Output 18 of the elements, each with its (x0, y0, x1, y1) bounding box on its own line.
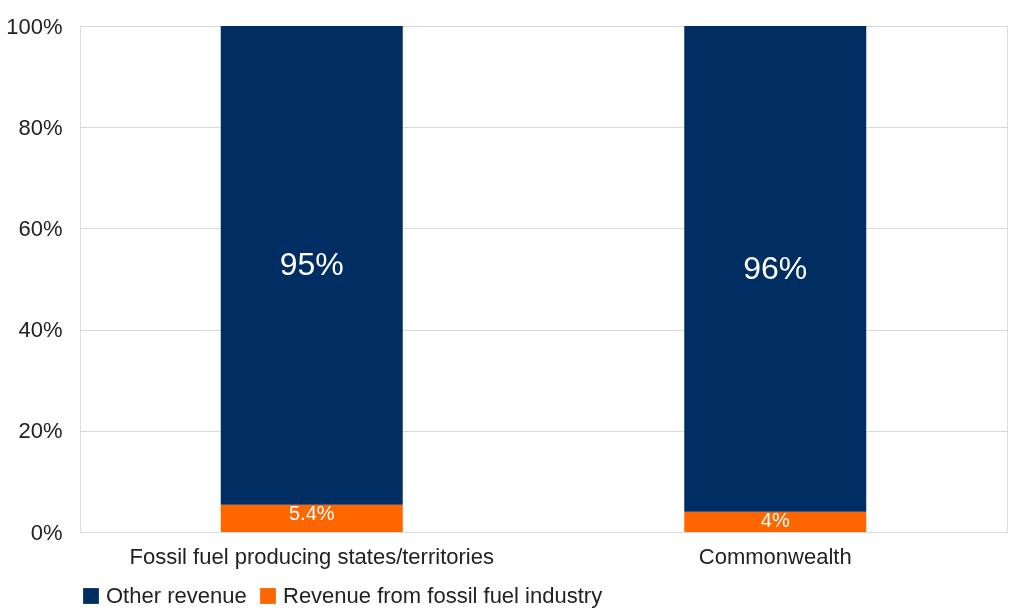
y-tick-label: 0% (30, 519, 63, 545)
y-tick-label: 20% (18, 418, 63, 444)
y-tick-label: 80% (18, 114, 63, 140)
y-tick-label: 100% (6, 13, 63, 39)
data-label: 95% (279, 246, 344, 283)
bar (684, 511, 867, 532)
y-tick-label: 40% (18, 317, 63, 343)
x-tick-label: Commonwealth (698, 543, 852, 569)
y-tick-label: 60% (18, 215, 63, 241)
bar (220, 504, 403, 532)
data-label: 4% (760, 508, 790, 531)
data-label: 96% (743, 249, 808, 286)
legend-label: Revenue from fossil fuel industry (283, 583, 603, 608)
bar (220, 26, 403, 505)
legend-label: Other revenue (106, 583, 247, 608)
bar (684, 26, 867, 512)
x-tick-label: Fossil fuel producing states/territories (129, 543, 494, 569)
data-label: 5.4% (288, 501, 335, 524)
